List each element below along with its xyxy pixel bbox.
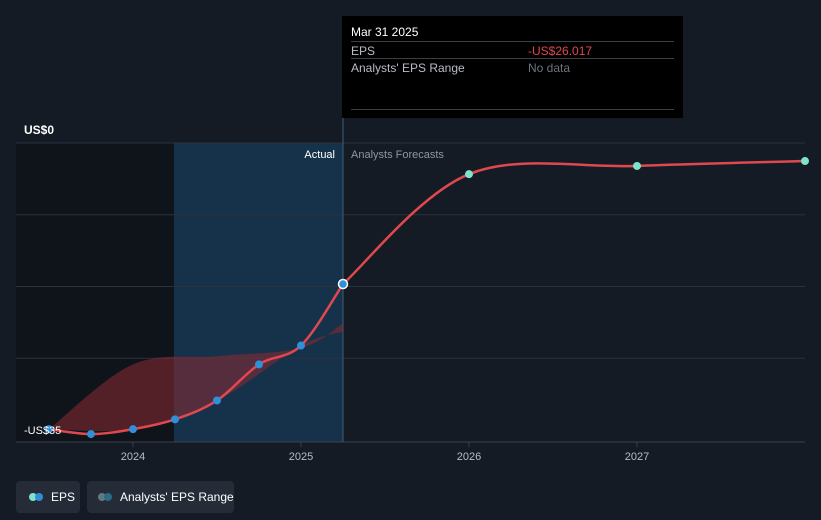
x-axis-ticks: 2024 2025 2026 2027 — [121, 442, 649, 463]
eps-actual-point — [45, 425, 53, 434]
tooltip-date: Mar 31 2025 — [351, 25, 419, 39]
tooltip-range-label: Analysts' EPS Range — [351, 61, 465, 75]
tooltip-range-value: No data — [528, 61, 571, 75]
y-axis-bottom-label: -US$35 — [24, 425, 61, 437]
eps-tooltip: Mar 31 2025 EPS -US$26.017 Analysts' EPS… — [342, 16, 683, 118]
legend-eps-button[interactable]: EPS — [16, 481, 80, 513]
analysts-eps-range-band — [49, 323, 343, 432]
x-tick-label: 2026 — [457, 451, 481, 463]
x-tick-label: 2027 — [625, 451, 649, 463]
eps-actual-point — [255, 360, 263, 369]
grid-lines — [16, 142, 805, 443]
range-legend-icon-secondary — [104, 493, 112, 501]
eps-forecast-point — [465, 170, 473, 179]
tooltip-row-eps: EPS -US$26.017 — [351, 41, 674, 59]
eps-forecast-point — [801, 157, 809, 166]
eps-actual-point — [87, 430, 95, 439]
eps-legend-icon-secondary — [35, 493, 43, 501]
tooltip-eps-label: EPS — [351, 44, 376, 58]
tooltip-eps-value: -US$26.017 — [528, 44, 593, 58]
y-axis-top-label: US$0 — [24, 123, 54, 137]
eps-actual-point — [171, 415, 179, 424]
x-tick-label: 2025 — [289, 451, 313, 463]
range-legend-icon — [98, 493, 106, 501]
eps-actual-point — [213, 396, 221, 405]
legend-eps-label: EPS — [51, 490, 76, 504]
actual-label: Actual — [304, 149, 335, 161]
eps-actual-point — [297, 341, 305, 350]
legend-range-label: Analysts' EPS Range — [120, 490, 234, 504]
forecast-label: Analysts Forecasts — [351, 149, 444, 161]
legend-range-button[interactable]: Analysts' EPS Range — [87, 481, 234, 513]
x-tick-label: 2024 — [121, 451, 145, 463]
eps-markers — [45, 157, 809, 439]
eps-line-forecast — [342, 159, 806, 285]
tooltip-row-range: Analysts' EPS Range No data — [351, 58, 674, 76]
eps-actual-point — [337, 278, 349, 290]
eps-forecast-point — [633, 161, 641, 170]
eps-legend-icon — [29, 493, 37, 501]
eps-actual-point — [129, 425, 137, 434]
tooltip-divider — [351, 109, 674, 110]
